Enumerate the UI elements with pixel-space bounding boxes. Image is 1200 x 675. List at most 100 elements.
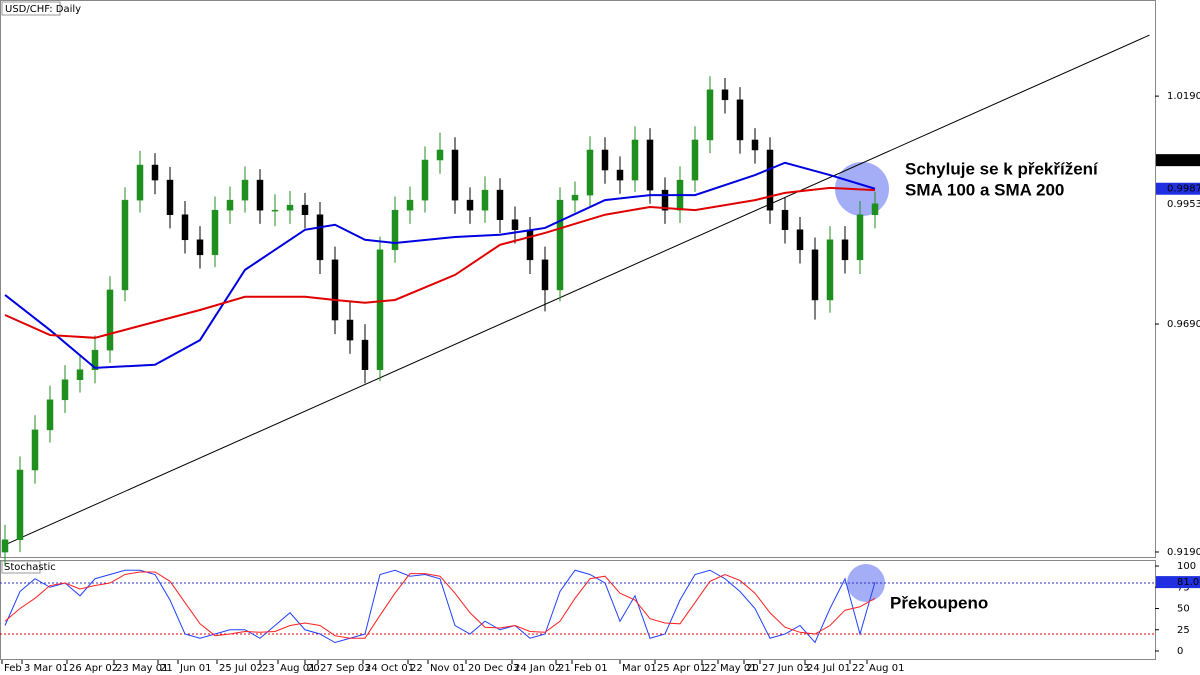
- candle-body: [361, 339, 369, 370]
- candle-body: [706, 89, 714, 141]
- candle-body: [331, 259, 339, 321]
- x-tick-label: 23: [262, 663, 275, 674]
- candle-body: [466, 199, 474, 211]
- price-label: 0.99536: [1167, 199, 1200, 210]
- candle-body: [391, 209, 399, 251]
- x-tick-label: 22: [410, 663, 423, 674]
- candle-body: [736, 99, 744, 141]
- moving-average: [4, 186, 876, 339]
- x-tick-label: 27 Jun 03: [762, 663, 809, 674]
- candle-body: [841, 239, 849, 261]
- candle-body: [271, 209, 279, 212]
- price-label: 1.00497: [1167, 155, 1200, 166]
- candle-body: [226, 199, 234, 211]
- candle-body: [586, 149, 594, 196]
- stoch-label: 81.06: [1177, 577, 1200, 588]
- candle-body: [661, 189, 669, 211]
- candle-body: [556, 199, 564, 291]
- candle-body: [316, 214, 324, 261]
- pane-title: Stochastic: [4, 562, 56, 573]
- x-tick-label: Jun 01: [179, 663, 212, 674]
- x-tick-label: Mar 01: [622, 663, 657, 674]
- candle-body: [496, 189, 504, 220]
- price-label-box: [1156, 182, 1200, 195]
- annotation: Překoupeno: [890, 593, 988, 612]
- x-tick-label: 27 Sep 03: [320, 663, 371, 674]
- candle-body: [196, 239, 204, 256]
- candle-body: [781, 209, 789, 231]
- candle-body: [856, 214, 864, 261]
- title-box: [1, 1, 61, 16]
- stoch-line: [4, 569, 876, 644]
- candle-body: [151, 164, 159, 181]
- candle-body: [406, 199, 414, 211]
- annotation: SMA 100 a SMA 200: [905, 180, 1064, 199]
- candle-body: [481, 189, 489, 211]
- x-tick-label: 20 Dec 03: [468, 663, 519, 674]
- x-tick-label: Nov 01: [430, 663, 465, 674]
- candle-body: [421, 159, 429, 201]
- candle-body: [796, 229, 804, 251]
- x-tick-label: Feb 01: [574, 663, 608, 674]
- candle-body: [511, 219, 519, 231]
- candle-body: [601, 149, 609, 171]
- price-pane: [0, 0, 1156, 558]
- x-tick-label: 22: [704, 663, 717, 674]
- candle-body: [91, 349, 99, 370]
- candle-body: [61, 379, 69, 401]
- candle-body: [46, 399, 54, 431]
- x-tick-label: 22: [852, 663, 865, 674]
- x-tick-label: 24 Jul 01: [807, 663, 851, 674]
- price-label-box: [1156, 154, 1200, 167]
- candle-body: [541, 259, 549, 291]
- x-tick-label: 21: [558, 663, 571, 674]
- y-tick-label: 0.91902: [1167, 547, 1200, 558]
- candle-body: [631, 139, 639, 181]
- candle-body: [376, 249, 384, 370]
- x-tick-label: 24 Oct 01: [365, 663, 414, 674]
- candle-body: [241, 179, 249, 201]
- candle-body: [826, 239, 834, 301]
- candle-body: [166, 179, 174, 215]
- candle-body: [871, 203, 879, 215]
- x-tick-label: 23 May 01: [116, 663, 168, 674]
- candle-body: [436, 149, 444, 161]
- annotation: Schyluje se k překřížení: [905, 159, 1099, 178]
- stoch-tick-label: 100: [1177, 561, 1196, 572]
- candle-body: [256, 179, 264, 211]
- candle-body: [76, 369, 84, 380]
- x-tick-label: 24 Jan 02: [514, 663, 561, 674]
- trendline: [4, 34, 1150, 546]
- candle-body: [121, 199, 129, 291]
- candle-body: [136, 164, 144, 201]
- candle-body: [451, 149, 459, 201]
- x-tick-label: 3 Mar 01: [24, 663, 68, 674]
- candle-body: [286, 204, 294, 211]
- pane-title-box: [1, 560, 41, 574]
- stochastic-pane: [0, 560, 1156, 660]
- stoch-label-box: [1156, 576, 1200, 589]
- x-tick-label: 26 Apr 02: [69, 663, 118, 674]
- candle-body: [106, 289, 114, 351]
- x-tick-label: May 01: [720, 663, 757, 674]
- stoch-line: [4, 571, 876, 639]
- candle-body: [31, 429, 39, 471]
- candle-body: [646, 139, 654, 191]
- candle-body: [346, 319, 354, 341]
- x-tick-label: 21: [160, 663, 173, 674]
- candle-body: [616, 169, 624, 181]
- y-tick-label: 0.96902: [1167, 319, 1200, 330]
- x-tick-label: Aug 01: [869, 663, 904, 674]
- stoch-tick-label: 50: [1177, 604, 1190, 615]
- x-tick-label: 20: [746, 663, 759, 674]
- candle-body: [181, 214, 189, 241]
- candle-body: [571, 194, 579, 201]
- x-tick-label: Feb: [4, 663, 22, 674]
- x-tick-label: 20: [307, 663, 320, 674]
- x-tick-label: Aug 01: [280, 663, 315, 674]
- candle-body: [1, 539, 9, 553]
- candle-body: [16, 469, 24, 541]
